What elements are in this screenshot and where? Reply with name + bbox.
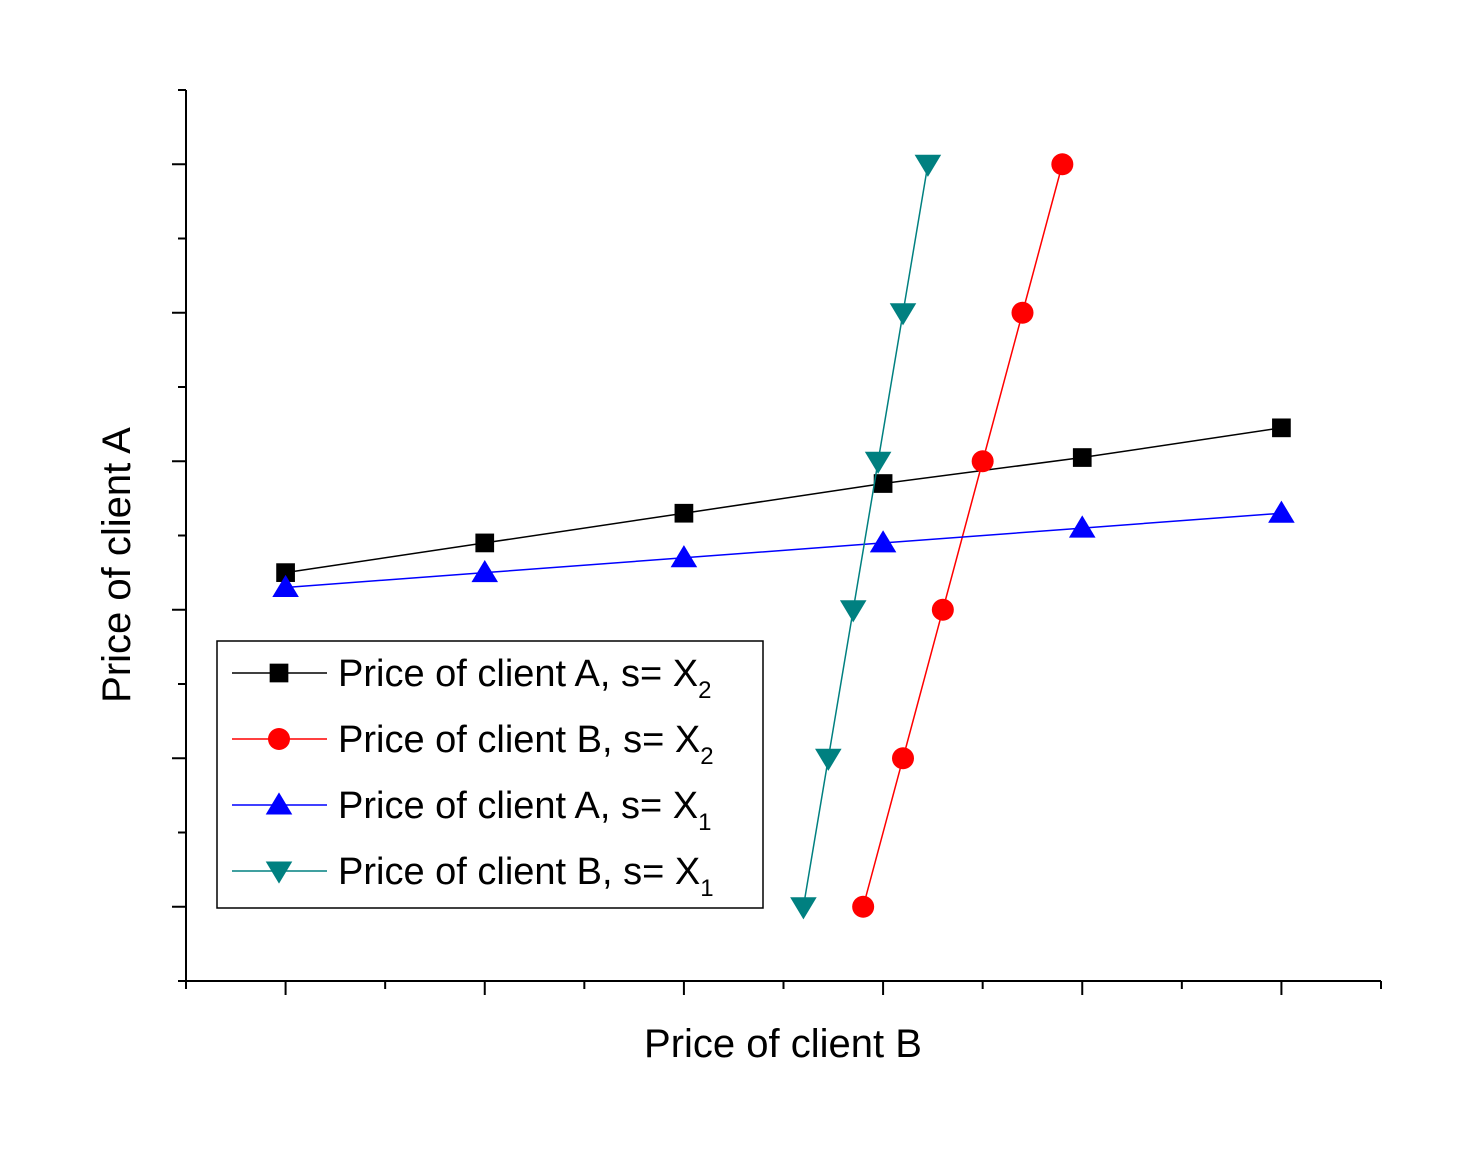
data-point [892, 747, 914, 770]
legend-subscript: 2 [698, 677, 711, 704]
data-point [790, 897, 817, 920]
data-point [276, 563, 295, 582]
legend-marker [265, 792, 293, 815]
data-point [1051, 153, 1074, 176]
data-point [873, 474, 893, 493]
series-layer [272, 153, 1295, 920]
data-point [475, 533, 495, 553]
data-point [815, 748, 842, 771]
series-1 [276, 418, 1291, 582]
data-point [1068, 515, 1096, 538]
x-axis-title: Price of client B [644, 1022, 922, 1066]
series-line [285, 427, 1282, 574]
legend-subscript: 1 [700, 875, 713, 902]
data-point [852, 895, 875, 918]
series-line [862, 164, 1064, 907]
data-point [839, 600, 867, 623]
legend-box [216, 640, 764, 909]
data-point [869, 530, 897, 553]
data-point [1272, 418, 1291, 438]
data-point [864, 451, 892, 474]
legend-marker [265, 861, 293, 884]
legend-subscript: 1 [698, 809, 711, 836]
y-axis-title: Price of client A [95, 427, 139, 703]
data-point [1072, 448, 1092, 467]
series-line [285, 512, 1282, 589]
data-point [931, 598, 954, 621]
data-point [471, 559, 499, 583]
series-2 [852, 153, 1074, 918]
series-4 [790, 154, 942, 920]
data-point [889, 303, 917, 326]
data-point [971, 450, 994, 473]
data-point [674, 503, 694, 523]
series-line [802, 164, 929, 907]
data-point [272, 574, 299, 597]
data-point [1268, 500, 1295, 523]
data-point [1011, 301, 1034, 324]
legend-marker [269, 663, 289, 683]
legend-marker [268, 728, 290, 750]
series-3 [272, 500, 1295, 597]
legend-subscript: 2 [700, 743, 713, 770]
axes [172, 89, 1382, 995]
data-point [914, 154, 942, 177]
data-point [670, 545, 698, 568]
